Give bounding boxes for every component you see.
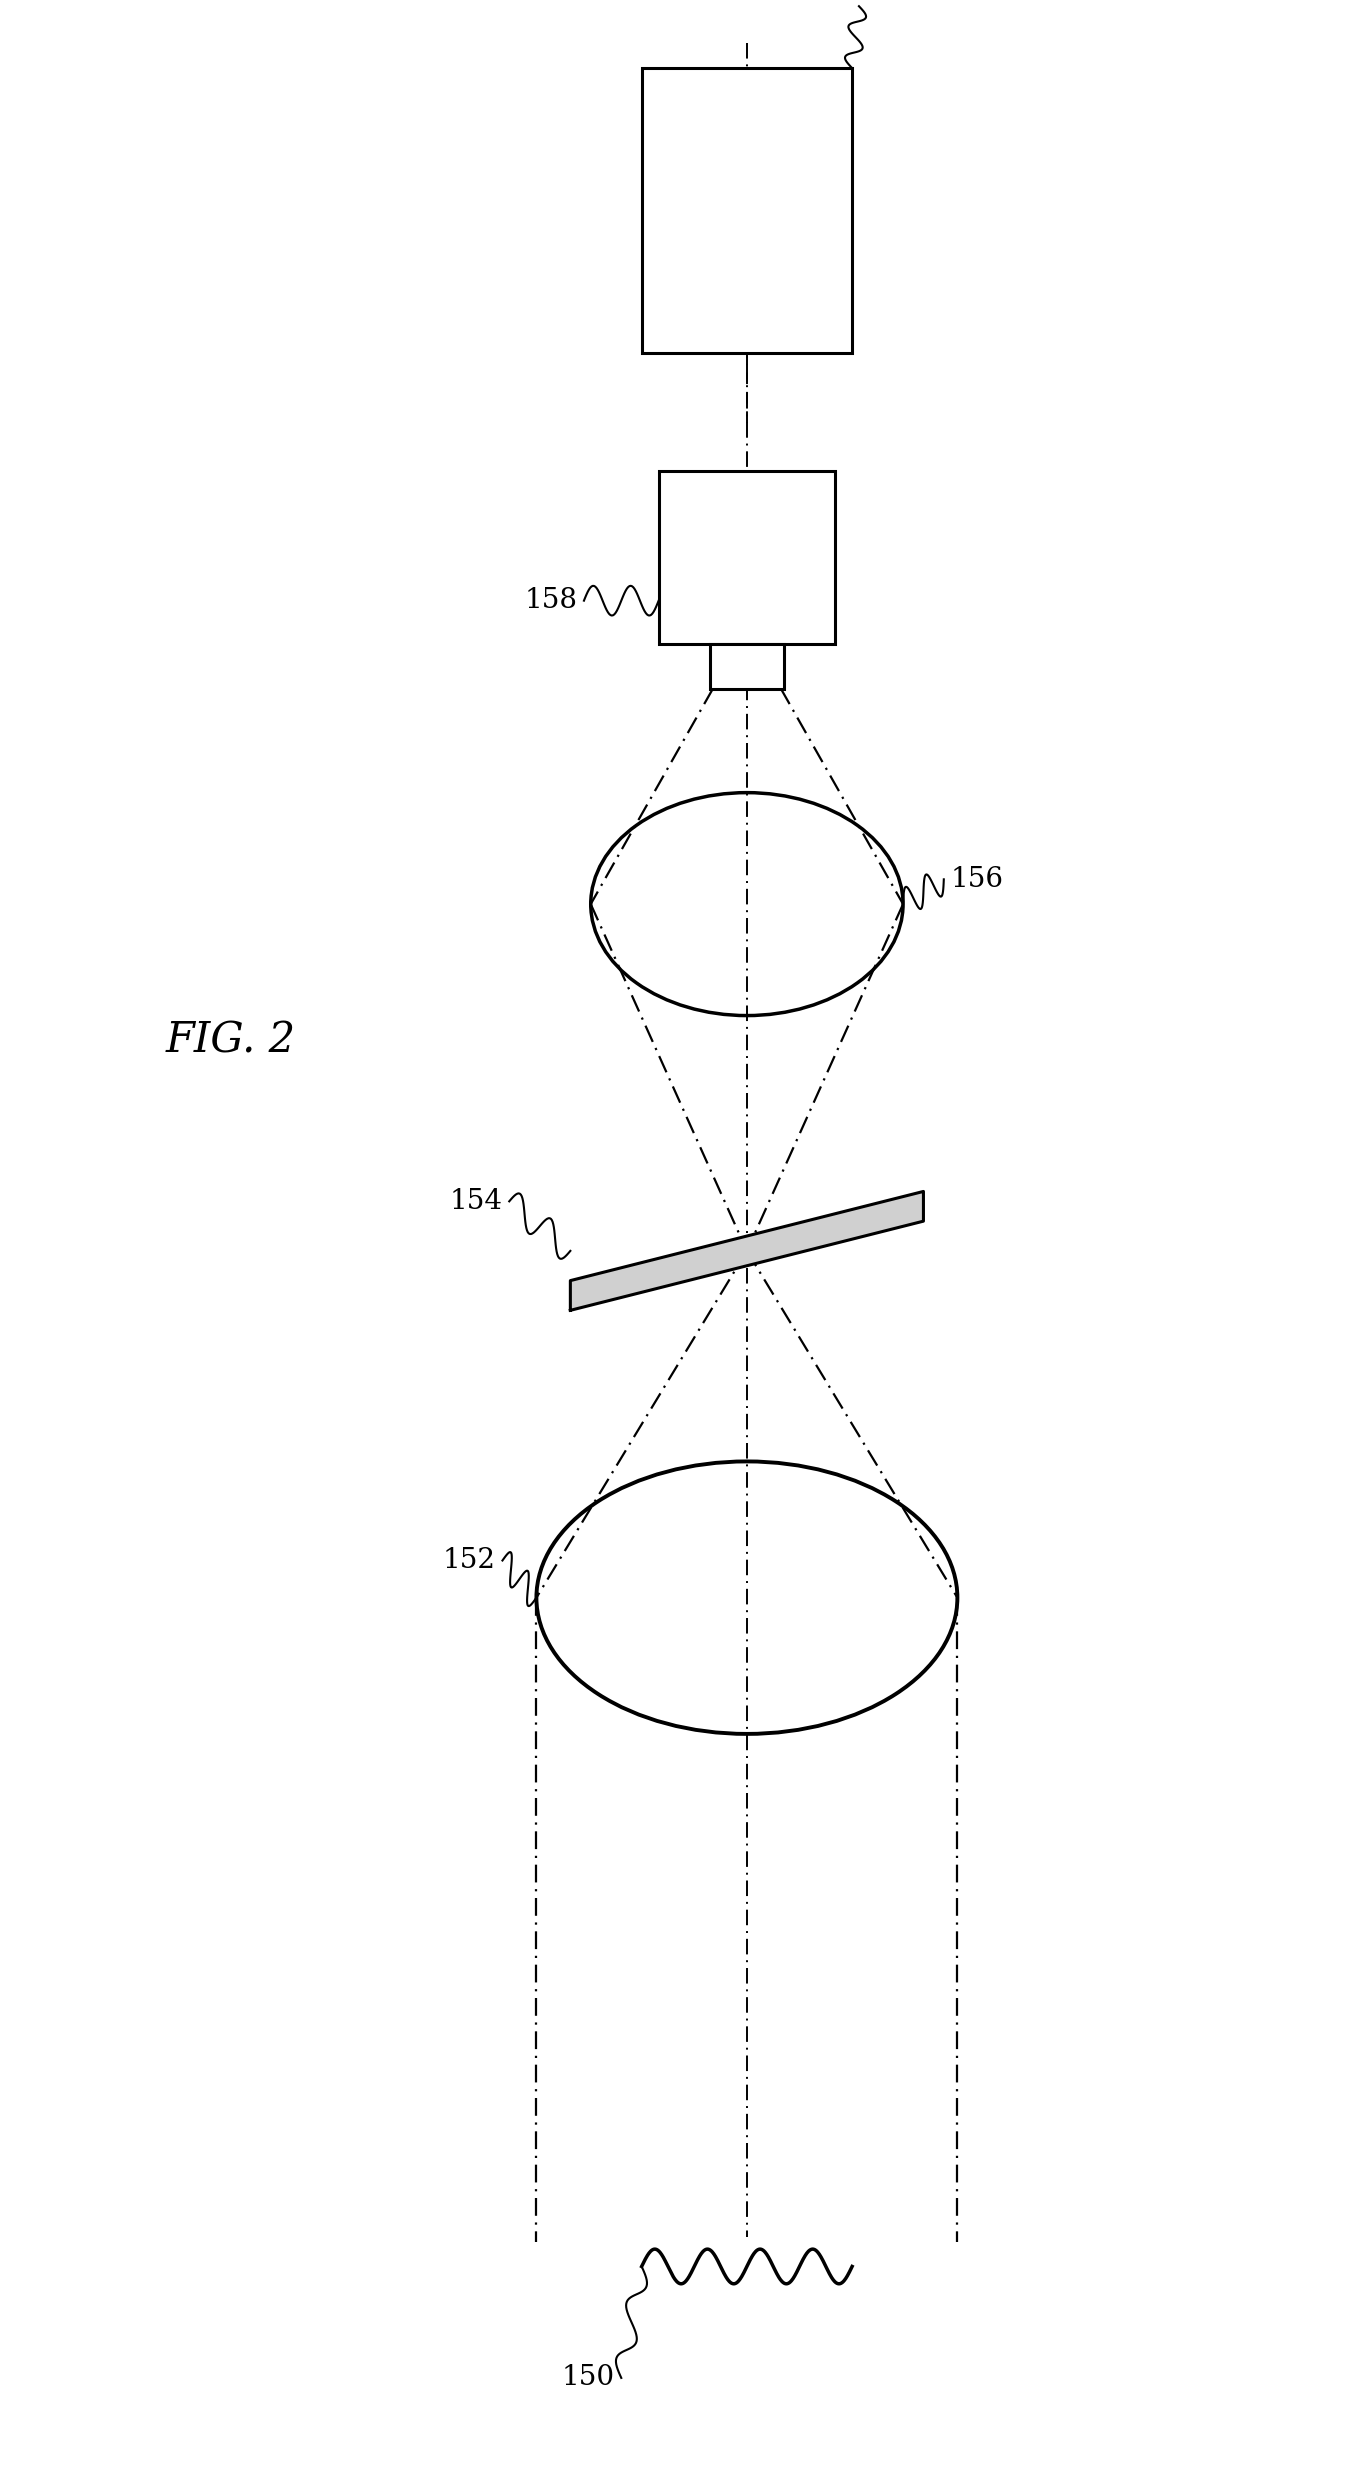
Text: 150: 150 (561, 2366, 614, 2390)
Text: 154: 154 (449, 1189, 502, 1214)
Text: 152: 152 (443, 1548, 496, 1573)
Text: 158: 158 (524, 587, 577, 614)
Text: 156: 156 (951, 867, 1004, 892)
Text: FIG. 2: FIG. 2 (166, 1021, 296, 1060)
Bar (659, 471, 835, 644)
Bar (710, 644, 785, 689)
Polygon shape (570, 1191, 923, 1310)
Bar (642, 67, 853, 352)
